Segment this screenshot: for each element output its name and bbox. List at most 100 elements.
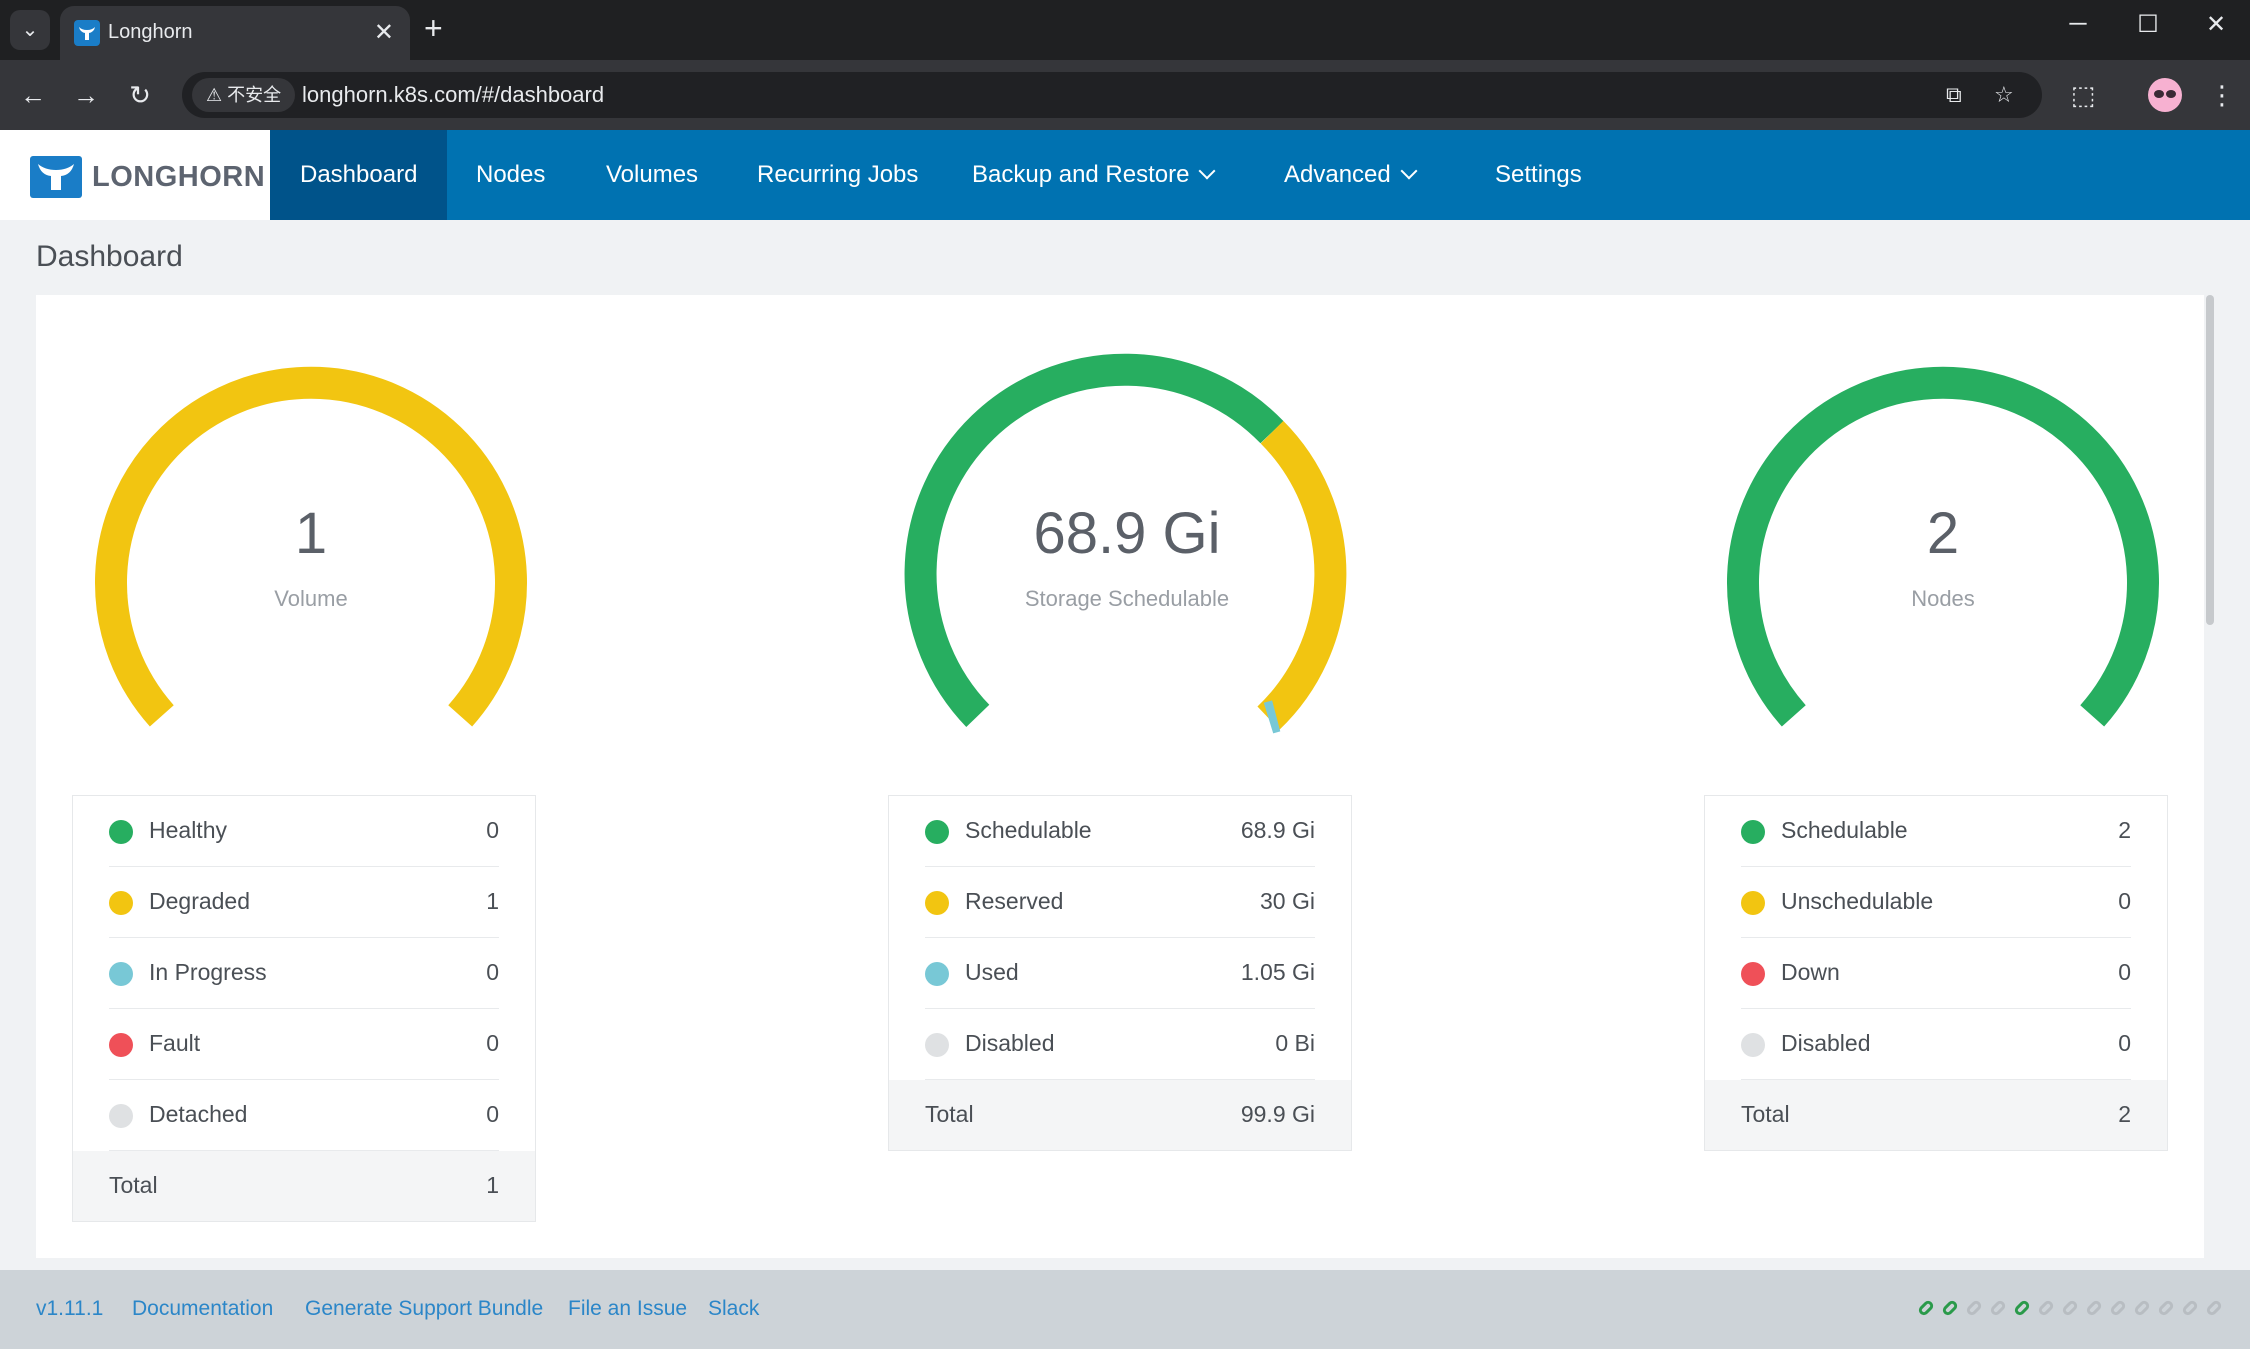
nodes-gauge-chart <box>1727 366 2159 727</box>
row-label: Detached <box>149 1101 248 1127</box>
volume-stats-table: Healthy 0 Degraded 1 In Progress 0 Fault 0 D… <box>72 795 536 1222</box>
link-icon <box>2132 1298 2152 1318</box>
storage-row-schedulable[interactable]: Schedulable 68.9 Gi <box>925 796 1315 867</box>
storage-gauge-arc-schedulable <box>904 353 1284 727</box>
storage-gauge-arc-used <box>1263 700 1281 734</box>
reload-icon[interactable]: ↻ <box>129 80 151 110</box>
storage-row-used[interactable]: Used 1.05 Gi <box>925 938 1315 1009</box>
link-icon <box>2084 1298 2104 1318</box>
link-icon <box>2204 1298 2224 1318</box>
nav-recurring-jobs[interactable]: Recurring Jobs <box>727 130 948 220</box>
link-icon <box>2036 1298 2056 1318</box>
chevron-down-icon: ⌄ <box>21 19 39 41</box>
nav-settings[interactable]: Settings <box>1465 130 1612 220</box>
volume-row-degraded[interactable]: Degraded 1 <box>109 867 499 938</box>
brand-logo[interactable]: LONGHORN <box>0 130 270 220</box>
page-title: Dashboard <box>36 240 183 273</box>
row-value: 0 <box>486 817 499 843</box>
app-header: LONGHORN Dashboard Nodes Volumes Recurri… <box>0 130 2250 220</box>
volume-row-fault[interactable]: Fault 0 <box>109 1009 499 1080</box>
nodes-row-disabled[interactable]: Disabled 0 <box>1741 1009 2131 1080</box>
close-window-icon[interactable]: ✕ <box>2205 11 2227 38</box>
extensions-icon[interactable]: ⬚ <box>2070 80 2096 110</box>
brand-name: LONGHORN <box>92 161 266 193</box>
storage-gauge-chart <box>904 353 1347 734</box>
nodes-gauge-arc-schedulable <box>1727 366 2159 727</box>
back-icon[interactable]: ← <box>20 80 46 110</box>
nav-nodes[interactable]: Nodes <box>446 130 575 220</box>
volume-gauge-label: Volume <box>274 586 348 611</box>
nav-dashboard[interactable]: Dashboard <box>270 130 448 220</box>
link-icon <box>2156 1298 2176 1318</box>
volume-total-row: Total 1 <box>73 1151 535 1221</box>
nodes-row-down[interactable]: Down 0 <box>1741 938 2131 1009</box>
nav-dashboard-label: Dashboard <box>300 161 418 188</box>
address-bar[interactable]: ⚠ 不安全 longhorn.k8s.com/#/dashboard ⧉ ☆ <box>182 72 2042 118</box>
nav-volumes[interactable]: Volumes <box>576 130 728 220</box>
profile-avatar[interactable] <box>2148 78 2182 112</box>
slack-link[interactable]: Slack <box>708 1297 760 1320</box>
status-dot <box>925 1033 949 1057</box>
longhorn-favicon-icon <box>74 20 100 46</box>
chevron-down-icon <box>1400 162 1418 180</box>
tab-search-button[interactable]: ⌄ <box>10 10 50 50</box>
row-label: Down <box>1781 959 1840 985</box>
storage-row-reserved[interactable]: Reserved 30 Gi <box>925 867 1315 938</box>
nav-advanced[interactable]: Advanced <box>1254 130 1445 220</box>
volume-row-detached[interactable]: Detached 0 <box>109 1080 499 1151</box>
maximize-icon[interactable]: ☐ <box>2137 11 2159 38</box>
close-tab-icon[interactable]: ✕ <box>373 19 394 46</box>
storage-stats-table: Schedulable 68.9 Gi Reserved 30 Gi Used 1.0… <box>888 795 1352 1151</box>
status-dot <box>1741 820 1765 844</box>
link-icon <box>2180 1298 2200 1318</box>
browser-toolbar: ← → ↻ ⚠ 不安全 longhorn.k8s.com/#/dashboard… <box>0 60 2250 130</box>
total-value: 2 <box>2118 1101 2131 1127</box>
longhorn-logo-icon <box>30 156 82 198</box>
link-icon <box>2012 1298 2032 1318</box>
volume-row-in-progress[interactable]: In Progress 0 <box>109 938 499 1009</box>
storage-row-disabled[interactable]: Disabled 0 Bi <box>925 1009 1315 1080</box>
total-label: Total <box>109 1172 158 1198</box>
chevron-down-icon <box>1198 162 1216 180</box>
generate-support-bundle-link[interactable]: Generate Support Bundle <box>305 1297 544 1320</box>
nav-advanced-label: Advanced <box>1284 161 1391 188</box>
forward-icon[interactable]: → <box>73 80 99 110</box>
browser-tab-bar: ⌄ Longhorn ✕ + ─ ☐ ✕ <box>0 0 2250 60</box>
storage-gauge-value: 68.9 Gi <box>1033 501 1221 566</box>
browser-tab[interactable]: Longhorn ✕ <box>60 6 410 60</box>
link-icon <box>1940 1298 1960 1318</box>
scrollbar[interactable] <box>2206 295 2214 625</box>
row-value: 68.9 Gi <box>1240 817 1315 843</box>
security-indicator[interactable]: ⚠ 不安全 <box>192 78 296 112</box>
new-tab-button[interactable]: + <box>424 10 443 46</box>
nodes-row-unschedulable[interactable]: Unschedulable 0 <box>1741 867 2131 938</box>
connection-status-icons <box>1916 1298 2230 1324</box>
bookmark-star-icon[interactable]: ☆ <box>1994 82 2014 107</box>
nodes-stats-table: Schedulable 2 Unschedulable 0 Down 0 Disabl… <box>1704 795 2168 1151</box>
nodes-row-schedulable[interactable]: Schedulable 2 <box>1741 796 2131 867</box>
nav-backup-and-restore[interactable]: Backup and Restore <box>942 130 1243 220</box>
volume-row-healthy[interactable]: Healthy 0 <box>109 796 499 867</box>
version-link[interactable]: v1.11.1 <box>36 1297 104 1320</box>
menu-kebab-icon[interactable]: ⋮ <box>2209 80 2235 110</box>
row-label: In Progress <box>149 959 267 985</box>
status-dot <box>1741 891 1765 915</box>
translate-icon[interactable]: ⧉ <box>1946 82 1962 107</box>
url-text[interactable]: longhorn.k8s.com/#/dashboard <box>302 82 605 107</box>
total-value: 99.9 Gi <box>1240 1101 1315 1127</box>
row-label: Healthy <box>149 817 227 843</box>
insecure-label: 不安全 <box>227 85 282 105</box>
link-icon <box>2108 1298 2128 1318</box>
row-value: 0 <box>2118 959 2131 985</box>
file-an-issue-link[interactable]: File an Issue <box>568 1297 688 1320</box>
row-value: 0 Bi <box>1275 1030 1315 1056</box>
documentation-link[interactable]: Documentation <box>132 1297 274 1320</box>
total-label: Total <box>925 1101 974 1127</box>
total-label: Total <box>1741 1101 1790 1127</box>
minimize-icon[interactable]: ─ <box>2069 10 2087 37</box>
link-icon <box>1964 1298 1984 1318</box>
row-value: 2 <box>2118 817 2131 843</box>
nav-nodes-label: Nodes <box>476 161 546 188</box>
row-value: 0 <box>486 959 499 985</box>
nodes-gauge-label: Nodes <box>1911 586 1975 611</box>
